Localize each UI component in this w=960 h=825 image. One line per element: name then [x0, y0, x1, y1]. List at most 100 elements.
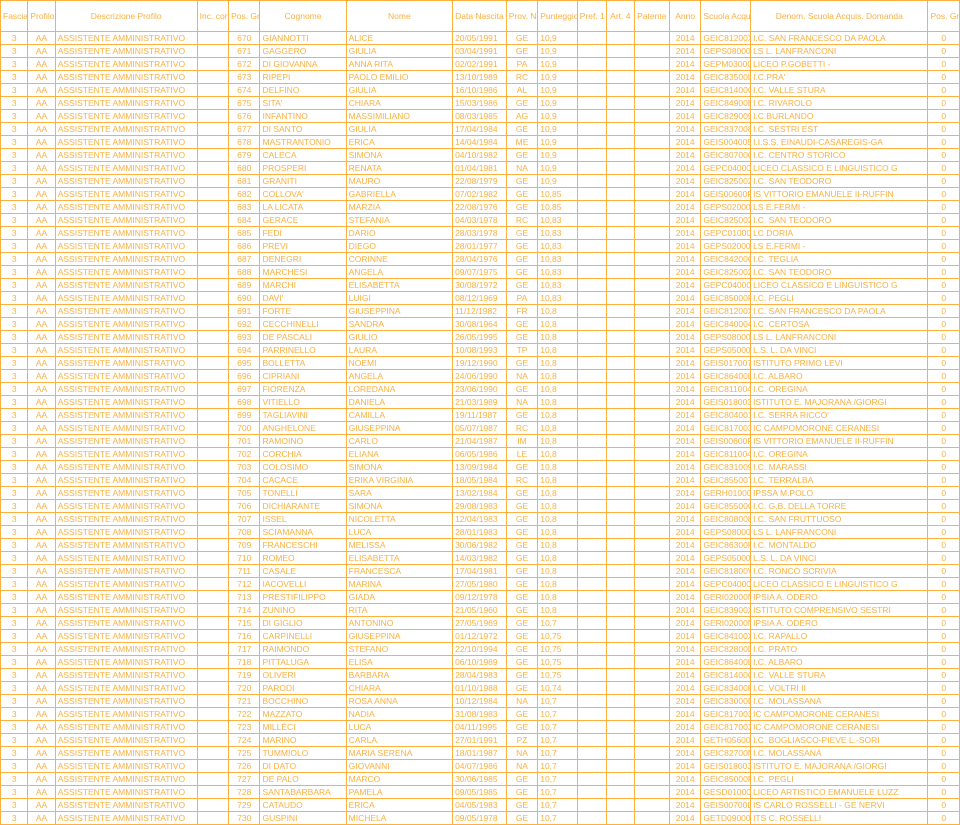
cell-profilo: AA	[28, 448, 55, 461]
cell-nome: GIULIA	[346, 123, 452, 136]
cell-grad: 697	[229, 383, 260, 396]
cell-profilo: AA	[28, 279, 55, 292]
cell-ris	[197, 500, 228, 513]
cell-profilo: AA	[28, 656, 55, 669]
cell-posprov: 0	[928, 214, 960, 227]
cell-data: 14/03/1982	[453, 552, 507, 565]
cell-punt: 10,8	[538, 383, 578, 396]
cell-pref	[577, 578, 606, 591]
col-pat: Patente	[634, 1, 669, 32]
table-row: 3AAASSISTENTE AMMINISTRATIVO680PROSPERIR…	[1, 162, 960, 175]
cell-prov: ME	[506, 136, 537, 149]
cell-posprov: 0	[928, 32, 960, 45]
cell-profilo: AA	[28, 162, 55, 175]
cell-profilo: AA	[28, 123, 55, 136]
cell-pat	[634, 318, 669, 331]
cell-denom: I.C. TERRALBA	[751, 474, 928, 487]
cell-prov: GE	[506, 97, 537, 110]
cell-punt: 10,7	[538, 812, 578, 825]
cell-prov: PA	[506, 58, 537, 71]
cell-anno: 2014	[669, 799, 700, 812]
cell-profilo: AA	[28, 786, 55, 799]
table-row: 3AAASSISTENTE AMMINISTRATIVO696CIPRIANIA…	[1, 370, 960, 383]
cell-profilo: AA	[28, 591, 55, 604]
cell-punt: 10,9	[538, 175, 578, 188]
cell-profilo: AA	[28, 45, 55, 58]
cell-grad: 671	[229, 45, 260, 58]
cell-anno: 2014	[669, 669, 700, 682]
cell-ris	[197, 266, 228, 279]
col-ris: Inc. con Riserva	[197, 1, 228, 32]
cell-posprov: 0	[928, 136, 960, 149]
cell-art	[607, 292, 634, 305]
cell-prov: RC	[506, 474, 537, 487]
cell-scuola: GEIC825002	[701, 214, 751, 227]
cell-ris	[197, 357, 228, 370]
cell-fascia: 3	[1, 539, 28, 552]
cell-data: 02/02/1991	[453, 58, 507, 71]
table-row: 3AAASSISTENTE AMMINISTRATIVO711CASALEFRA…	[1, 565, 960, 578]
cell-ris	[197, 110, 228, 123]
cell-scuola: GEIS00600R	[701, 435, 751, 448]
cell-punt: 10,8	[538, 396, 578, 409]
cell-posprov: 0	[928, 344, 960, 357]
cell-grad: 676	[229, 110, 260, 123]
cell-profilo: AA	[28, 318, 55, 331]
cell-grad: 715	[229, 617, 260, 630]
col-nome: Nome	[346, 1, 452, 32]
cell-profilo: AA	[28, 370, 55, 383]
cell-denom: I.C. SAN TEODORO	[751, 175, 928, 188]
cell-nome: LUCA	[346, 526, 452, 539]
cell-anno: 2014	[669, 552, 700, 565]
cell-descr: ASSISTENTE AMMINISTRATIVO	[55, 162, 197, 175]
cell-grad: 726	[229, 760, 260, 773]
cell-denom: I.C. G.B. DELLA TORRE	[751, 500, 928, 513]
cell-punt: 10,9	[538, 136, 578, 149]
cell-scuola: GEPC01000P	[701, 227, 751, 240]
cell-anno: 2014	[669, 474, 700, 487]
cell-descr: ASSISTENTE AMMINISTRATIVO	[55, 695, 197, 708]
cell-descr: ASSISTENTE AMMINISTRATIVO	[55, 370, 197, 383]
cell-anno: 2014	[669, 656, 700, 669]
cell-denom: IS CARLO ROSSELLI - GE NERVI	[751, 799, 928, 812]
cell-pref	[577, 214, 606, 227]
cell-fascia: 3	[1, 344, 28, 357]
table-row: 3AAASSISTENTE AMMINISTRATIVO699TAGLIAVIN…	[1, 409, 960, 422]
cell-grad: 679	[229, 149, 260, 162]
cell-nome: RENATA	[346, 162, 452, 175]
cell-profilo: AA	[28, 396, 55, 409]
cell-data: 31/08/1983	[453, 708, 507, 721]
cell-nome: GIUSEPPINA	[346, 422, 452, 435]
cell-cognome: PITTALUGA	[260, 656, 346, 669]
cell-pat	[634, 591, 669, 604]
cell-punt: 10,8	[538, 539, 578, 552]
cell-descr: ASSISTENTE AMMINISTRATIVO	[55, 786, 197, 799]
cell-prov: GE	[506, 279, 537, 292]
cell-cognome: TONELLI	[260, 487, 346, 500]
cell-fascia: 3	[1, 799, 28, 812]
cell-nome: CAMILLA	[346, 409, 452, 422]
cell-denom: I.C. CERTOSA	[751, 318, 928, 331]
table-row: 3AAASSISTENTE AMMINISTRATIVO715DI GIGLIO…	[1, 617, 960, 630]
cell-nome: ERICA	[346, 799, 452, 812]
cell-anno: 2014	[669, 786, 700, 799]
cell-pat	[634, 305, 669, 318]
cell-pref	[577, 487, 606, 500]
cell-data: 05/07/1987	[453, 422, 507, 435]
cell-nome: NADIA	[346, 708, 452, 721]
cell-prov: GE	[506, 461, 537, 474]
cell-data: 22/08/1979	[453, 175, 507, 188]
cell-ris	[197, 58, 228, 71]
cell-prov: TP	[506, 344, 537, 357]
cell-grad: 720	[229, 682, 260, 695]
cell-profilo: AA	[28, 32, 55, 45]
cell-denom: I.C. TEGLIA	[751, 253, 928, 266]
cell-data: 01/10/1988	[453, 682, 507, 695]
cell-anno: 2014	[669, 773, 700, 786]
table-row: 3AAASSISTENTE AMMINISTRATIVO701RAMOINOCA…	[1, 435, 960, 448]
cell-descr: ASSISTENTE AMMINISTRATIVO	[55, 812, 197, 825]
cell-fascia: 3	[1, 773, 28, 786]
cell-art	[607, 734, 634, 747]
cell-denom: I.C. OREGINA	[751, 383, 928, 396]
cell-denom: I.C. SESTRI EST	[751, 123, 928, 136]
